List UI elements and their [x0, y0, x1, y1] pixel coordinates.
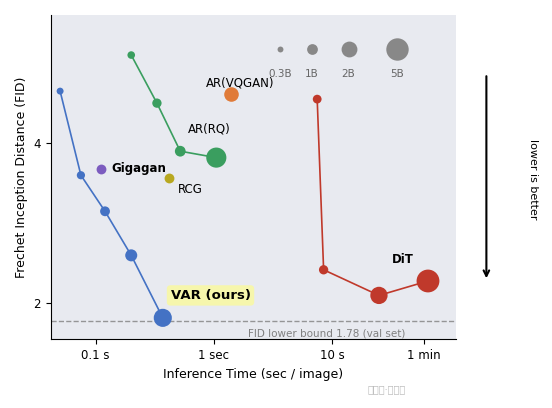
Point: [96, 166, 105, 172]
Point: [212, 154, 221, 161]
Point: [127, 52, 136, 58]
Text: lower is better: lower is better: [528, 139, 538, 220]
Point: [158, 315, 167, 321]
Point: [176, 148, 185, 155]
Point: [165, 175, 174, 182]
Point: [56, 88, 65, 94]
Point: [227, 90, 236, 97]
Text: DiT: DiT: [391, 253, 413, 266]
Point: [127, 252, 136, 259]
Point: [375, 292, 384, 299]
Point: [423, 278, 432, 284]
Text: AR(RQ): AR(RQ): [188, 122, 230, 135]
Text: RCG: RCG: [178, 183, 203, 196]
Point: [100, 208, 109, 215]
Text: 0.3B: 0.3B: [268, 69, 291, 78]
Point: [194, 389, 203, 395]
Point: [180, 389, 189, 395]
X-axis label: Inference Time (sec / image): Inference Time (sec / image): [163, 368, 343, 381]
Y-axis label: Frechet Inception Distance (FID): Frechet Inception Distance (FID): [15, 77, 28, 278]
Text: VAR (ours): VAR (ours): [171, 289, 251, 302]
Point: [313, 96, 322, 102]
Point: [319, 266, 328, 273]
Text: Gigagan: Gigagan: [111, 162, 166, 175]
Text: 2B: 2B: [342, 69, 355, 78]
Text: 5B: 5B: [390, 69, 404, 78]
Point: [152, 100, 161, 106]
Text: AR(VQGAN): AR(VQGAN): [205, 77, 274, 90]
Point: [77, 172, 86, 179]
Point: [187, 389, 196, 395]
Point: [201, 389, 210, 395]
Text: 1B: 1B: [305, 69, 319, 78]
Text: FID lower bound 1.78 (val set): FID lower bound 1.78 (val set): [248, 328, 405, 338]
Text: 公众号·量子位: 公众号·量子位: [367, 384, 406, 394]
